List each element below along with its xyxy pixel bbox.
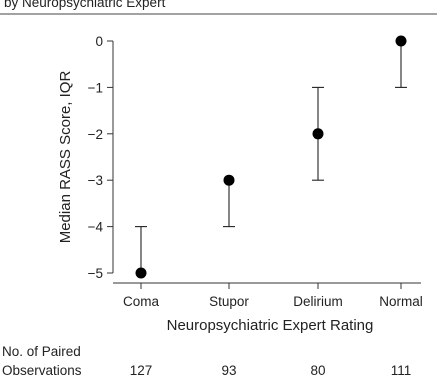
x-tick-label: Delirium — [293, 294, 343, 309]
y-tick-label: −1 — [88, 80, 103, 95]
x-axis-title: Neuropsychiatric Expert Rating — [167, 317, 374, 334]
x-tick-label: Coma — [123, 294, 160, 309]
observation-count: 93 — [221, 363, 236, 378]
x-ticks: Coma Stupor Delirium Normal — [123, 283, 423, 309]
y-tick-label: −3 — [88, 173, 103, 188]
observation-count: 80 — [310, 363, 325, 378]
x-tick-label: Stupor — [209, 294, 249, 309]
data-marks — [135, 35, 407, 279]
y-tick-label: 0 — [95, 34, 103, 49]
observations-values: 127 93 80 111 — [130, 363, 412, 378]
axes — [112, 41, 421, 284]
median-point — [395, 35, 407, 47]
observations-label-line2: Observations — [2, 363, 82, 378]
median-point — [223, 174, 235, 186]
observation-count: 127 — [130, 363, 153, 378]
y-tick-label: −2 — [88, 127, 103, 142]
median-point — [135, 267, 147, 279]
y-tick-label: −4 — [88, 220, 104, 235]
title-fragment: by Neuropsychiatric Expert — [4, 0, 166, 10]
y-axis-title: Median RASS Score, IQR — [57, 71, 74, 244]
observations-label-line1: No. of Paired — [2, 344, 81, 359]
median-point — [312, 128, 324, 140]
y-ticks: 0 −1 −2 −3 −4 −5 — [88, 34, 113, 281]
y-tick-label: −5 — [88, 266, 103, 281]
observation-count: 111 — [391, 363, 412, 378]
x-tick-label: Normal — [379, 294, 423, 309]
